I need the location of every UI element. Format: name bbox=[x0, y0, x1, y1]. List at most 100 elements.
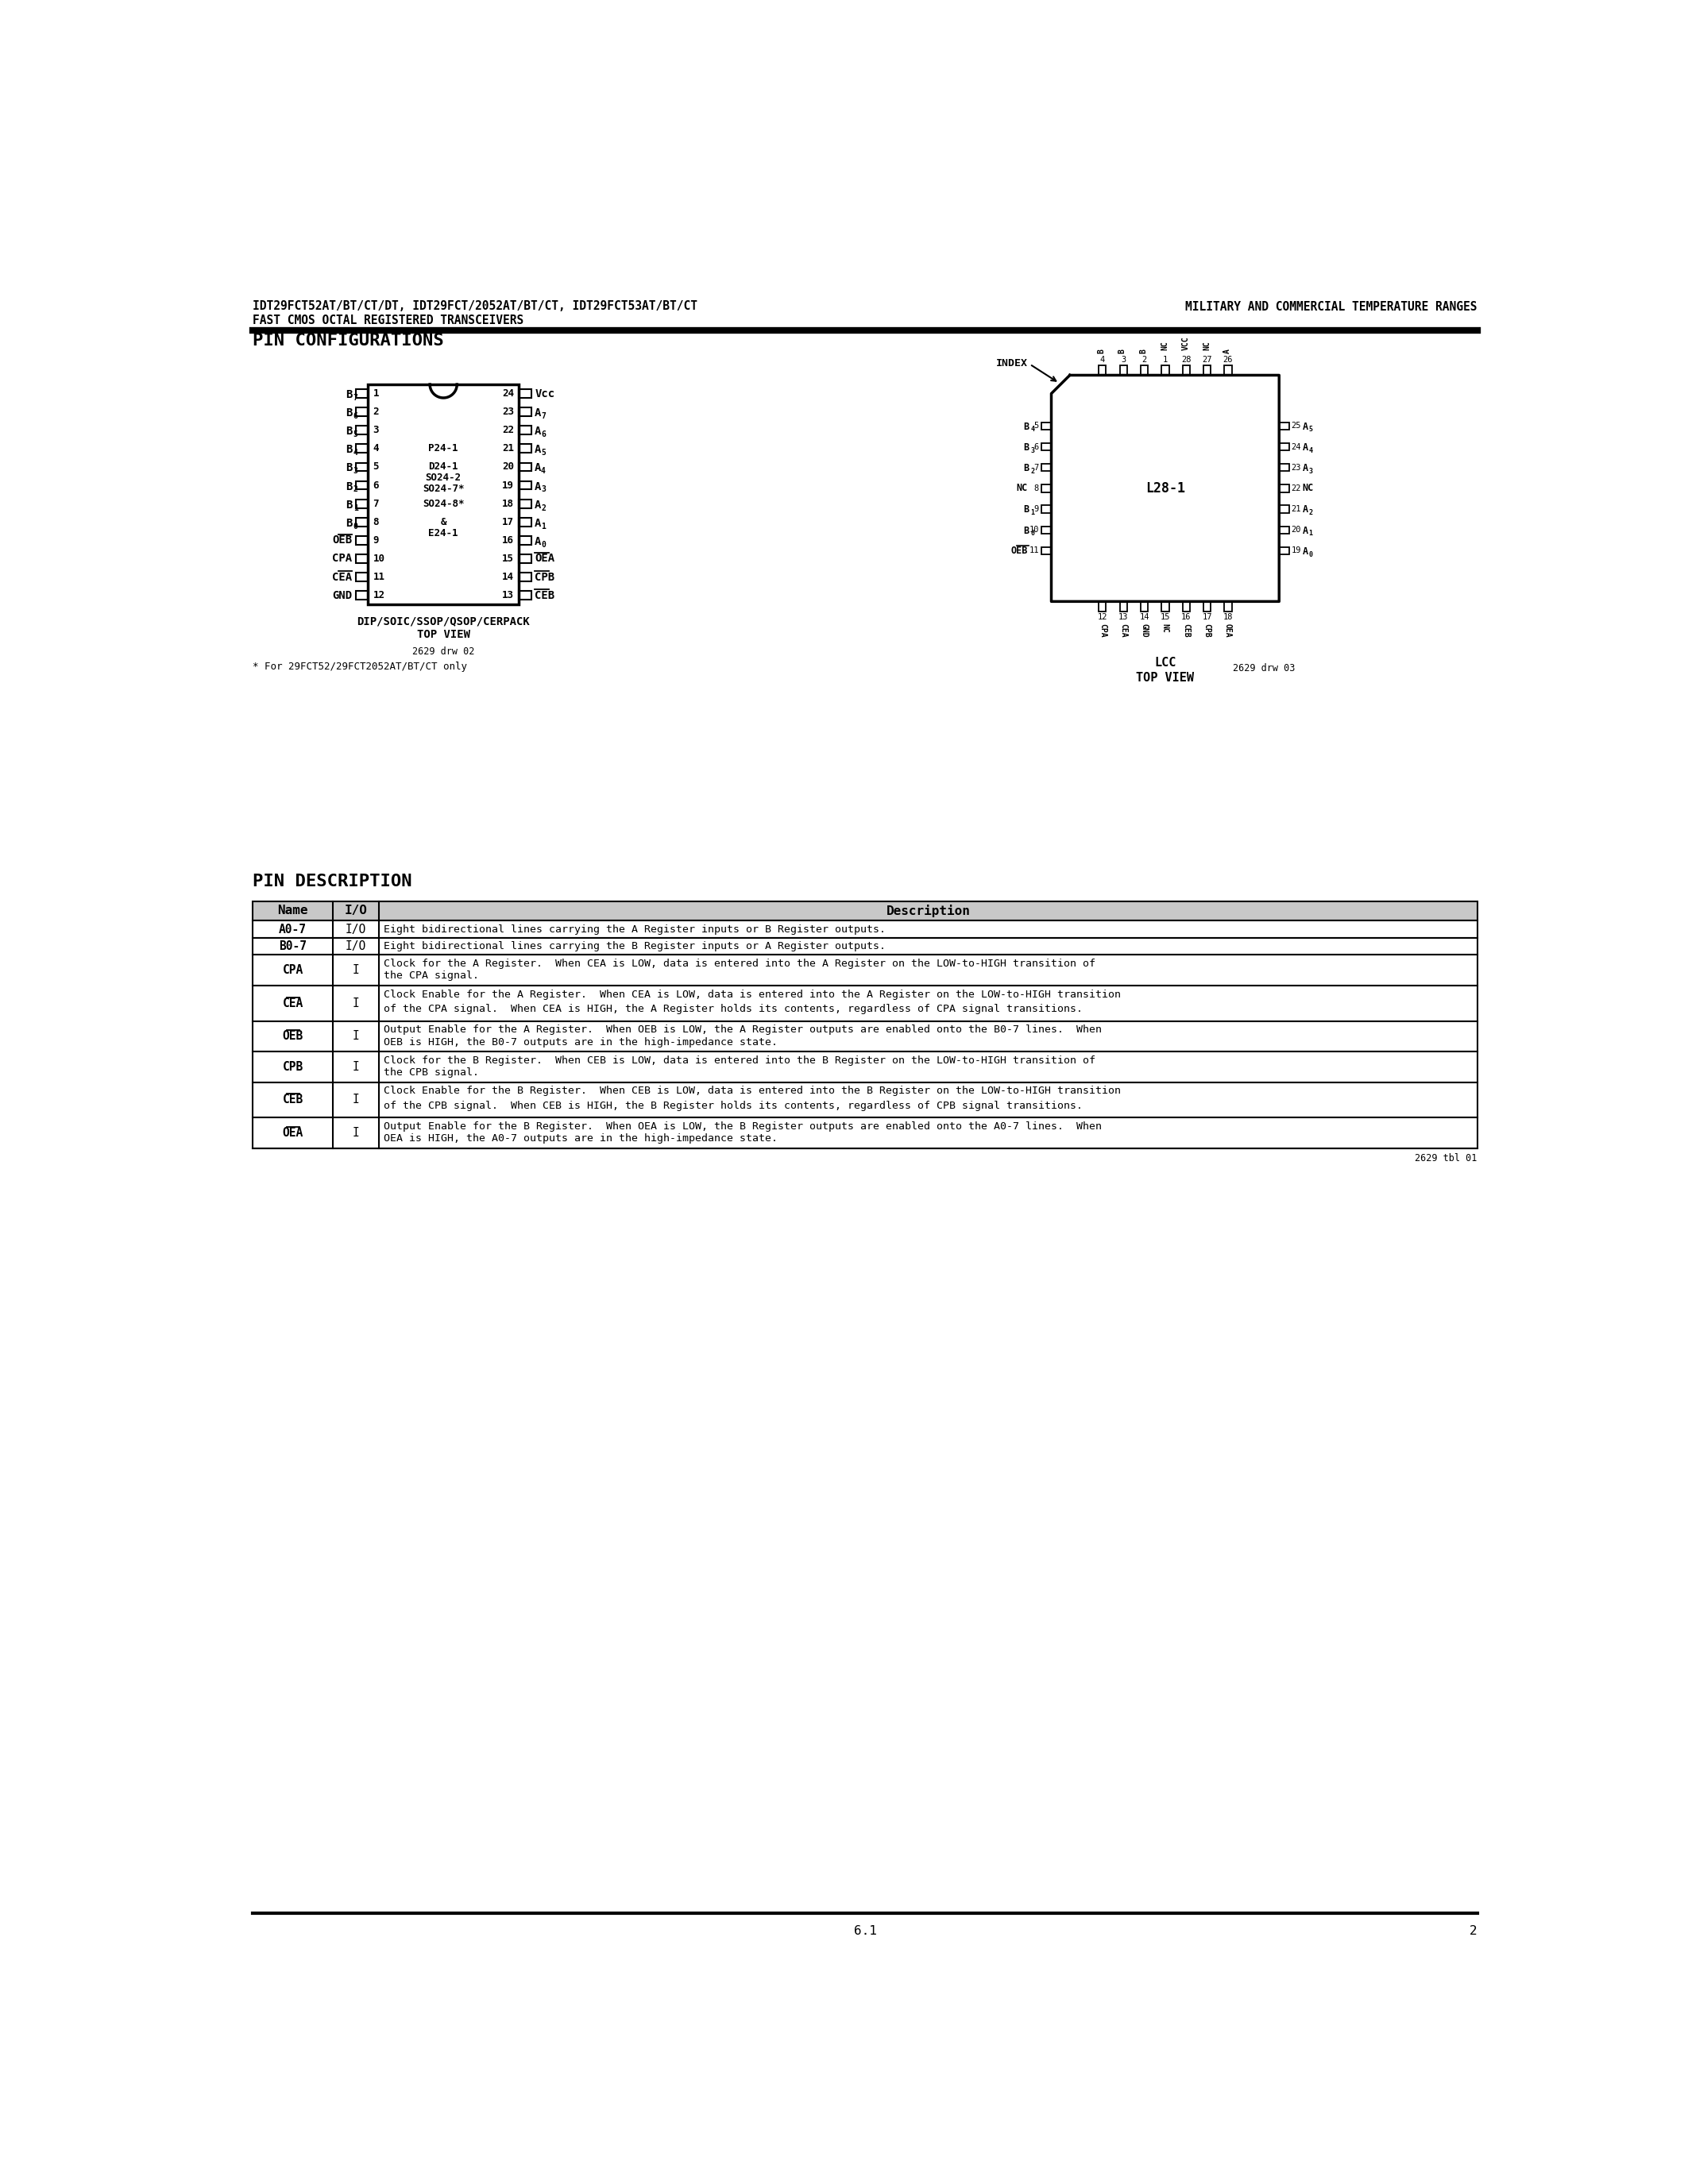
Text: the CPA signal.: the CPA signal. bbox=[383, 972, 479, 981]
Text: A: A bbox=[1303, 422, 1308, 432]
Bar bbox=[356, 389, 368, 397]
Bar bbox=[1280, 526, 1290, 533]
Text: Output Enable for the A Register.  When OEB is LOW, the A Register outputs are e: Output Enable for the A Register. When O… bbox=[383, 1024, 1102, 1035]
Text: B: B bbox=[346, 463, 353, 474]
Text: VCC: VCC bbox=[1182, 336, 1190, 349]
Text: 18: 18 bbox=[501, 498, 513, 509]
Text: I: I bbox=[353, 1031, 360, 1042]
Text: A: A bbox=[535, 535, 542, 548]
Bar bbox=[1280, 463, 1290, 472]
Bar bbox=[356, 592, 368, 601]
Text: 21: 21 bbox=[1291, 505, 1301, 513]
Bar bbox=[518, 408, 532, 417]
Bar bbox=[356, 535, 368, 544]
Bar bbox=[1141, 365, 1148, 376]
Text: B: B bbox=[346, 500, 353, 511]
Text: 22: 22 bbox=[501, 426, 513, 435]
Text: Clock for the B Register.  When CEB is LOW, data is entered into the B Register : Clock for the B Register. When CEB is LO… bbox=[383, 1055, 1096, 1066]
Text: B: B bbox=[1023, 505, 1030, 515]
Text: A: A bbox=[535, 426, 542, 437]
Bar bbox=[1041, 422, 1052, 430]
Bar bbox=[518, 500, 532, 509]
Text: CPB: CPB bbox=[535, 572, 555, 583]
Text: 3: 3 bbox=[1121, 356, 1126, 363]
Bar bbox=[1099, 365, 1106, 376]
Bar bbox=[1041, 505, 1052, 513]
Text: 10: 10 bbox=[373, 553, 385, 563]
Text: A: A bbox=[1303, 505, 1308, 515]
Text: 17: 17 bbox=[501, 518, 513, 526]
Text: Clock Enable for the B Register.  When CEB is LOW, data is entered into the B Re: Clock Enable for the B Register. When CE… bbox=[383, 1085, 1121, 1096]
Text: 2: 2 bbox=[1141, 356, 1146, 363]
Text: TOP VIEW: TOP VIEW bbox=[417, 629, 469, 640]
Bar bbox=[356, 443, 368, 452]
Text: P24-1: P24-1 bbox=[429, 443, 459, 454]
Bar bbox=[518, 572, 532, 581]
Text: 21: 21 bbox=[501, 443, 513, 454]
Text: I/O: I/O bbox=[346, 941, 366, 952]
Text: Output Enable for the B Register.  When OEA is LOW, the B Register outputs are e: Output Enable for the B Register. When O… bbox=[383, 1120, 1102, 1131]
Bar bbox=[518, 443, 532, 452]
Bar bbox=[356, 426, 368, 435]
Text: 14: 14 bbox=[501, 572, 513, 583]
Bar bbox=[1204, 365, 1210, 376]
Text: A: A bbox=[1303, 441, 1308, 452]
Text: 10: 10 bbox=[1030, 526, 1040, 533]
Text: NC: NC bbox=[1161, 622, 1170, 633]
Text: PIN DESCRIPTION: PIN DESCRIPTION bbox=[253, 874, 412, 889]
Bar bbox=[1280, 443, 1290, 450]
Text: 4: 4 bbox=[373, 443, 378, 454]
Bar bbox=[518, 426, 532, 435]
Text: 6.1: 6.1 bbox=[854, 1926, 876, 1937]
Bar bbox=[1041, 443, 1052, 450]
Bar bbox=[1280, 422, 1290, 430]
Text: NC: NC bbox=[1161, 341, 1170, 349]
Text: 1: 1 bbox=[353, 505, 358, 511]
Bar bbox=[356, 480, 368, 489]
Text: CEA: CEA bbox=[282, 998, 304, 1009]
Bar bbox=[518, 389, 532, 397]
Text: 24: 24 bbox=[501, 389, 513, 400]
Bar bbox=[368, 384, 518, 605]
Text: NC: NC bbox=[1204, 341, 1210, 349]
Text: B: B bbox=[346, 426, 353, 437]
Text: 14: 14 bbox=[1139, 614, 1150, 620]
Text: TOP VIEW: TOP VIEW bbox=[1136, 673, 1193, 684]
Bar bbox=[1099, 601, 1106, 612]
Bar bbox=[1041, 463, 1052, 472]
Text: B: B bbox=[346, 389, 353, 400]
Bar bbox=[1204, 601, 1210, 612]
Text: OEA: OEA bbox=[282, 1127, 304, 1138]
Text: I: I bbox=[353, 1094, 360, 1105]
Bar bbox=[253, 954, 1477, 985]
Text: Clock Enable for the A Register.  When CEA is LOW, data is entered into the A Re: Clock Enable for the A Register. When CE… bbox=[383, 989, 1121, 1000]
Text: 2: 2 bbox=[1470, 1926, 1477, 1937]
Text: CEA: CEA bbox=[333, 572, 353, 583]
Text: A: A bbox=[535, 518, 542, 529]
Text: Clock for the A Register.  When CEA is LOW, data is entered into the A Register : Clock for the A Register. When CEA is LO… bbox=[383, 959, 1096, 970]
Text: 2629 drw 02: 2629 drw 02 bbox=[412, 646, 474, 657]
Text: B: B bbox=[346, 408, 353, 419]
Text: 12: 12 bbox=[373, 590, 385, 601]
Bar bbox=[1224, 365, 1232, 376]
Bar bbox=[518, 463, 532, 472]
Text: 20: 20 bbox=[501, 461, 513, 472]
Bar bbox=[518, 518, 532, 526]
Text: 0: 0 bbox=[540, 542, 545, 548]
Text: 15: 15 bbox=[501, 553, 513, 563]
Text: of the CPA signal.  When CEA is HIGH, the A Register holds its contents, regardl: of the CPA signal. When CEA is HIGH, the… bbox=[383, 1005, 1084, 1013]
Text: Name: Name bbox=[277, 904, 309, 917]
Text: 18: 18 bbox=[1224, 614, 1232, 620]
Text: 22: 22 bbox=[1291, 485, 1301, 491]
Bar bbox=[518, 555, 532, 563]
Text: I: I bbox=[353, 1061, 360, 1072]
Text: INDEX: INDEX bbox=[996, 358, 1028, 369]
Text: 23: 23 bbox=[501, 406, 513, 417]
Text: A: A bbox=[1222, 349, 1231, 354]
Text: the CPB signal.: the CPB signal. bbox=[383, 1068, 479, 1077]
Bar bbox=[1280, 546, 1290, 555]
Text: 3: 3 bbox=[353, 467, 358, 476]
Bar bbox=[356, 572, 368, 581]
Text: 4: 4 bbox=[540, 467, 545, 476]
Text: A0-7: A0-7 bbox=[279, 924, 307, 935]
